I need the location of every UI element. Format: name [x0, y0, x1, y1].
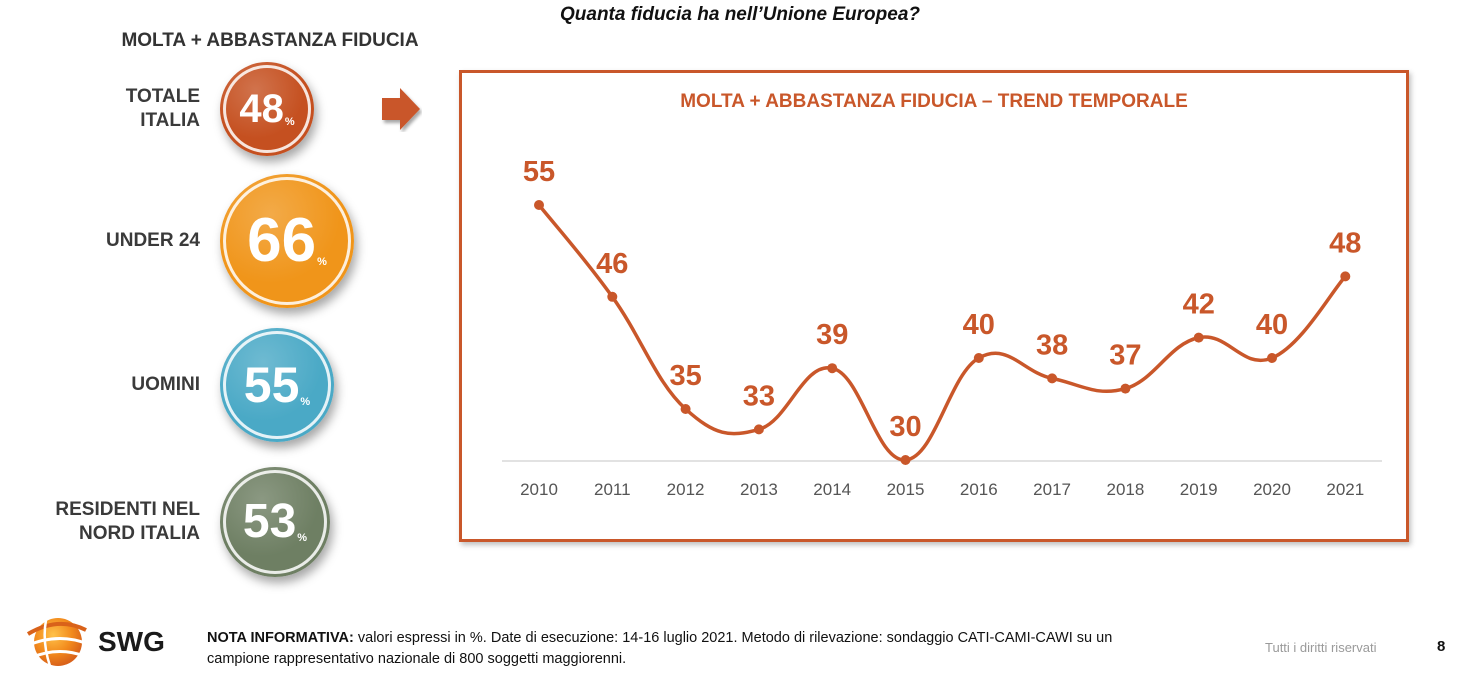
segment-value: 53: [242, 495, 297, 548]
data-label: 39: [816, 319, 848, 351]
footnote-text: valori espressi in %. Date di esecuzione…: [207, 630, 1113, 668]
data-label: 55: [523, 156, 555, 188]
segment-uomini: UOMINI 55%: [5, 328, 334, 442]
data-point: [973, 353, 984, 363]
trend-series-line: [537, 203, 1348, 462]
footnote: NOTA INFORMATIVA: valori espressi in %. …: [207, 628, 1167, 670]
x-tick-label: 2010: [520, 480, 558, 499]
data-label: 37: [1109, 340, 1141, 372]
segment-nord-italia: RESIDENTI NEL NORD ITALIA 53%: [5, 467, 330, 577]
segment-value: 66: [247, 206, 317, 275]
data-label: 38: [1036, 329, 1068, 361]
data-point: [827, 363, 838, 374]
logo-text: SWG: [98, 626, 165, 657]
rights-text: Tutti i diritti riservati: [1265, 640, 1377, 655]
segment-label: UOMINI: [131, 374, 200, 396]
x-tick-label: 2019: [1180, 480, 1218, 499]
data-point: [1193, 332, 1204, 343]
data-label: 40: [963, 309, 995, 341]
footnote-label: NOTA INFORMATIVA:: [207, 630, 354, 646]
segment-bubble: 55%: [220, 328, 334, 442]
segment-totale-italia: TOTALE ITALIA 48%: [5, 62, 314, 156]
data-point: [753, 424, 764, 435]
segment-under-24: UNDER 24 66%: [5, 174, 354, 308]
x-tick-label: 2016: [960, 480, 998, 499]
page-question: Quanta fiducia ha nell’Unione Europea?: [560, 4, 920, 25]
x-tick-label: 2013: [740, 480, 778, 499]
data-label: 42: [1183, 289, 1215, 321]
data-label: 46: [596, 248, 628, 280]
segment-value: 55: [243, 357, 300, 413]
data-label: 35: [669, 360, 701, 392]
data-label: 40: [1256, 309, 1288, 341]
data-point: [607, 291, 618, 302]
arrow-right-icon: [382, 88, 420, 130]
segment-value: 48: [239, 87, 284, 131]
data-point: [1120, 383, 1131, 394]
x-tick-label: 2015: [887, 480, 925, 499]
data-point: [1047, 373, 1058, 384]
percent-sign: %: [317, 255, 327, 268]
x-tick-label: 2018: [1106, 480, 1144, 499]
swg-logo: SWG: [20, 612, 180, 672]
segments-heading: MOLTA + ABBASTANZA FIDUCIA: [121, 30, 419, 51]
percent-sign: %: [300, 395, 311, 408]
chart-title: MOLTA + ABBASTANZA FIDUCIA – TREND TEMPO…: [680, 91, 1188, 112]
segment-bubble: 48%: [220, 62, 314, 156]
globe-logo-icon: [25, 618, 89, 667]
data-point: [1267, 353, 1277, 363]
x-tick-label: 2021: [1326, 480, 1364, 499]
segment-label: UNDER 24: [106, 230, 200, 252]
data-point: [1340, 271, 1351, 282]
segment-bubble: 53%: [220, 467, 330, 577]
segment-label: TOTALE ITALIA: [125, 86, 200, 131]
data-label: 48: [1329, 227, 1361, 259]
x-tick-label: 2011: [594, 480, 631, 499]
percent-sign: %: [284, 115, 295, 128]
segment-bubble: 66%: [220, 174, 354, 308]
data-point: [900, 455, 911, 465]
page-number: 8: [1437, 638, 1446, 655]
segment-label: RESIDENTI NEL NORD ITALIA: [55, 499, 200, 544]
data-point: [680, 404, 691, 414]
data-label: 30: [889, 411, 921, 443]
x-tick-label: 2017: [1033, 480, 1071, 499]
data-point: [534, 200, 544, 210]
trend-chart-panel: MOLTA + ABBASTANZA FIDUCIA – TREND TEMPO…: [459, 70, 1409, 542]
x-tick-label: 2014: [813, 480, 851, 499]
trend-line-chart: 55 2010 46 2011 35 2012 33 2013 39 2014 30 2015 40 20…: [502, 156, 1382, 499]
x-tick-label: 2020: [1253, 480, 1291, 499]
data-label: 33: [743, 380, 775, 412]
percent-sign: %: [297, 532, 308, 544]
x-tick-label: 2012: [667, 480, 705, 499]
